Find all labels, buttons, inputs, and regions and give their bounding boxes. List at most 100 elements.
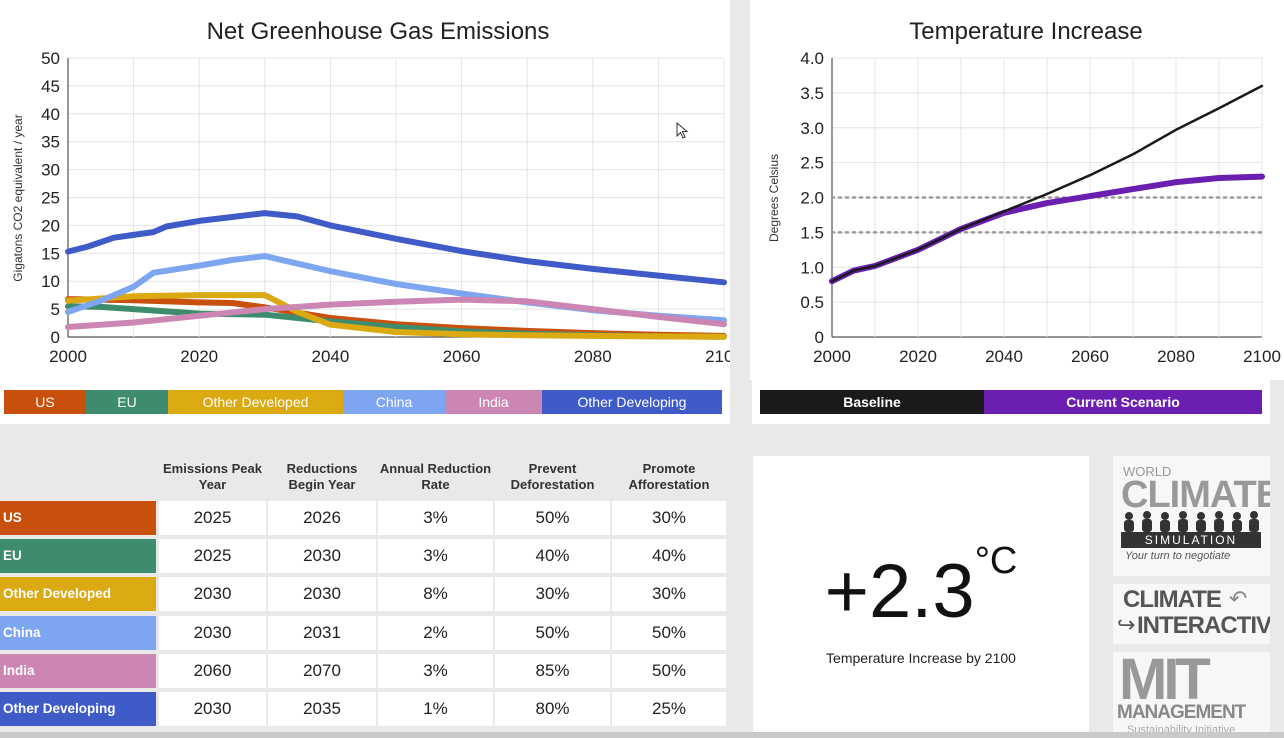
cell-reductions-begin-year[interactable]: 2030 xyxy=(268,539,376,574)
legend-china[interactable]: China xyxy=(343,390,445,414)
x-tick-label: 2080 xyxy=(1157,347,1195,366)
emissions-series xyxy=(65,210,727,340)
cell-promote-afforestation[interactable]: 30% xyxy=(612,501,726,535)
cell-annual-reduction-rate[interactable]: 8% xyxy=(378,577,493,612)
cell-reductions-begin-year[interactable]: 2026 xyxy=(268,501,376,535)
cell-annual-reduction-rate[interactable]: 3% xyxy=(378,539,493,574)
x-tick-label: 2080 xyxy=(574,347,612,366)
temperature-result-caption: Temperature Increase by 2100 xyxy=(826,650,1016,666)
y-tick-label: 0 xyxy=(51,328,60,347)
result-panel: +2.3°C Temperature Increase by 2100 xyxy=(753,456,1089,738)
header-promote-afforestation: Promote Afforestation xyxy=(628,461,710,492)
people-silhouettes-icon xyxy=(1124,511,1259,532)
y-tick-label: 10 xyxy=(41,272,60,291)
y-tick-label: 5 xyxy=(51,300,60,319)
legend-baseline[interactable]: Baseline xyxy=(760,390,984,414)
cell-annual-reduction-rate[interactable]: 2% xyxy=(378,615,493,650)
cell-promote-afforestation[interactable]: 25% xyxy=(612,692,726,726)
temperature-ticks: 0 0.5 1.0 1.5 2.0 2.5 3.0 3.5 4.0 2000 2020 2040 206… xyxy=(800,49,1281,366)
temperature-series xyxy=(829,84,1265,285)
cell-reductions-begin-year[interactable]: 2031 xyxy=(268,615,376,650)
cell-emissions-peak-year[interactable]: 2060 xyxy=(159,653,266,688)
cell-promote-afforestation[interactable]: 30% xyxy=(612,577,726,612)
legend-eu[interactable]: EU xyxy=(86,390,168,414)
emissions-ticks: 0 5 10 15 20 25 30 35 40 45 50 2000 2020 2040 2060 2080… xyxy=(41,49,730,366)
emissions-chart-title: Net Greenhouse Gas Emissions xyxy=(206,18,550,45)
x-tick-label: 2100 xyxy=(705,347,730,366)
cell-emissions-peak-year[interactable]: 2030 xyxy=(159,577,266,612)
y-tick-label: 20 xyxy=(41,216,60,235)
legend-other-developing[interactable]: Other Developing xyxy=(542,390,722,414)
legend-other-developed[interactable]: Other Developed xyxy=(168,390,343,414)
legend-current-scenario[interactable]: Current Scenario xyxy=(984,390,1262,414)
logo-climate-interactive-line2: INTERACTIVE xyxy=(1137,612,1270,639)
x-tick-label: 2060 xyxy=(443,347,481,366)
x-tick-label: 2020 xyxy=(899,347,937,366)
header-reductions-begin-year: Reductions Begin Year xyxy=(286,461,358,492)
cell-annual-reduction-rate[interactable]: 3% xyxy=(378,501,493,535)
y-tick-label: 0 xyxy=(815,328,824,347)
cell-reductions-begin-year[interactable]: 2035 xyxy=(268,692,376,726)
cell-prevent-deforestation[interactable]: 40% xyxy=(495,539,610,574)
header-emissions-peak-year: Emissions Peak Year xyxy=(163,461,262,492)
cell-annual-reduction-rate[interactable]: 3% xyxy=(378,653,493,688)
legend-india[interactable]: India xyxy=(445,390,542,414)
header-annual-reduction-rate: Annual Reduction Rate xyxy=(379,461,492,492)
logo-mit-text: MIT xyxy=(1119,652,1211,712)
world-climate-logo[interactable]: WORLD CLIMATE SIMULATION Your turn to ne… xyxy=(1113,456,1270,576)
cell-prevent-deforestation[interactable]: 80% xyxy=(495,692,610,726)
cell-prevent-deforestation[interactable]: 85% xyxy=(495,653,610,688)
horizontal-scrollbar[interactable] xyxy=(0,732,1284,738)
y-tick-label: 4.0 xyxy=(800,49,824,68)
y-tick-label: 3.0 xyxy=(800,119,824,138)
series-line-india xyxy=(65,296,727,330)
region-legend: US EU Other Developed China India Other Devel… xyxy=(4,390,722,414)
legend-us[interactable]: US xyxy=(4,390,86,414)
cell-prevent-deforestation[interactable]: 50% xyxy=(495,501,610,535)
y-tick-label: 15 xyxy=(41,244,60,263)
climate-interactive-logo[interactable]: CLIMATE ↶ ↪ INTERACTIVE xyxy=(1113,584,1270,644)
row-label-india: India xyxy=(0,653,156,688)
mit-management-logo[interactable]: MIT MANAGEMENT Sustainability Initiative xyxy=(1113,652,1270,738)
cell-promote-afforestation[interactable]: 40% xyxy=(612,539,726,574)
cell-emissions-peak-year[interactable]: 2030 xyxy=(159,615,266,650)
curved-arrow-icon: ↶ xyxy=(1229,586,1248,611)
cell-emissions-peak-year[interactable]: 2030 xyxy=(159,692,266,726)
temperature-y-axis-label: Degrees Celsius xyxy=(767,154,781,242)
cell-promote-afforestation[interactable]: 50% xyxy=(612,615,726,650)
temperature-reference-lines xyxy=(830,196,1264,234)
cell-prevent-deforestation[interactable]: 50% xyxy=(495,615,610,650)
cell-emissions-peak-year[interactable]: 2025 xyxy=(159,539,266,574)
y-tick-label: 25 xyxy=(41,189,60,208)
cell-emissions-peak-year[interactable]: 2025 xyxy=(159,501,266,535)
y-tick-label: 2.0 xyxy=(800,189,824,208)
emissions-panel: Net Greenhouse Gas Emissions 0 5 10 15 20 25 3… xyxy=(0,0,730,380)
row-label-eu: EU xyxy=(0,539,156,574)
scenario-legend: Baseline Current Scenario xyxy=(760,390,1262,414)
cell-prevent-deforestation[interactable]: 30% xyxy=(495,577,610,612)
x-tick-label: 2040 xyxy=(985,347,1023,366)
row-label-other-developed: Other Developed xyxy=(0,577,156,612)
row-label-china: China xyxy=(0,615,156,650)
y-tick-label: 30 xyxy=(41,161,60,180)
cell-reductions-begin-year[interactable]: 2070 xyxy=(268,653,376,688)
cell-promote-afforestation[interactable]: 50% xyxy=(612,653,726,688)
logo-management-text: MANAGEMENT xyxy=(1117,702,1246,723)
y-tick-label: 40 xyxy=(41,105,60,124)
emissions-chart: 0 5 10 15 20 25 30 35 40 45 50 2000 2020 2040 2060 2080… xyxy=(11,49,730,366)
cell-annual-reduction-rate[interactable]: 1% xyxy=(378,692,493,726)
y-tick-label: 3.5 xyxy=(800,84,824,103)
emissions-grid xyxy=(67,57,725,338)
logo-tagline: Your turn to negotiate xyxy=(1125,550,1231,562)
series-line-baseline xyxy=(830,84,1264,283)
y-tick-label: 2.5 xyxy=(800,154,824,173)
cell-reductions-begin-year[interactable]: 2030 xyxy=(268,577,376,612)
y-tick-label: 35 xyxy=(41,133,60,152)
y-tick-label: 45 xyxy=(41,77,60,96)
logo-climate-text: CLIMATE xyxy=(1121,474,1270,516)
logo-world-text: WORLD xyxy=(1123,464,1172,479)
temperature-chart-title: Temperature Increase xyxy=(909,18,1143,45)
temperature-panel: Temperature Increase 0 0.5 1.0 1.5 2.0 2.5 3.0… xyxy=(750,0,1284,380)
mouse-cursor-icon xyxy=(676,122,689,139)
arrow-right-icon: ↪ xyxy=(1117,612,1136,637)
